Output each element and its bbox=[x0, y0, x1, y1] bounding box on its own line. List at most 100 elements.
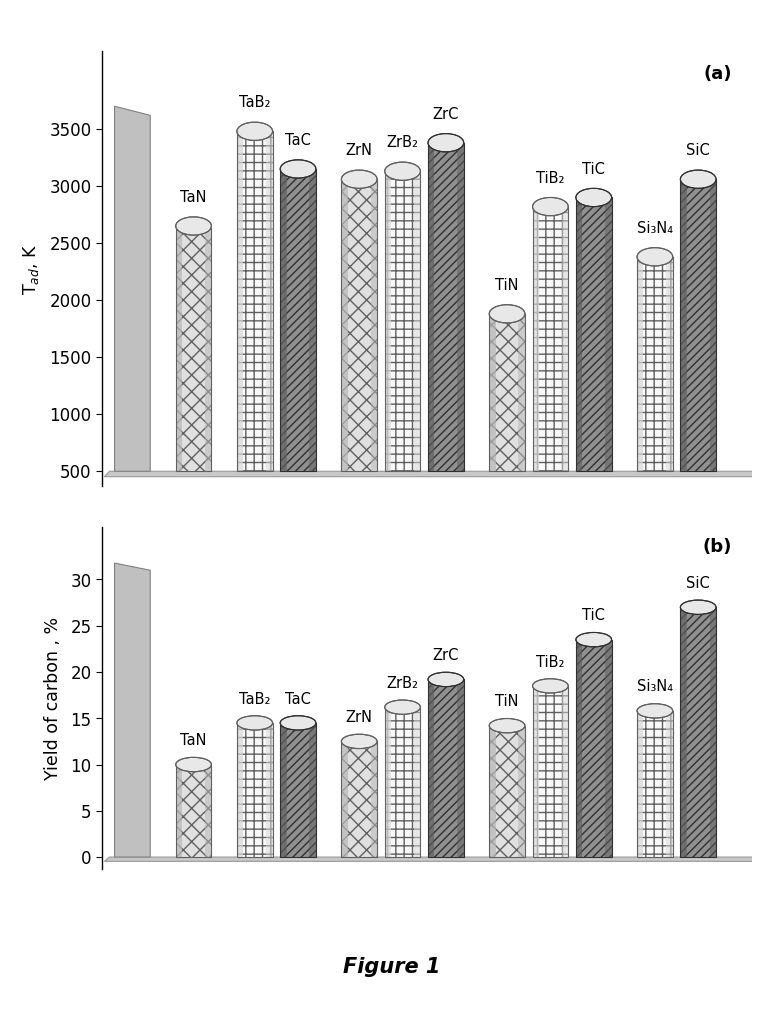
Text: ZrC: ZrC bbox=[433, 648, 459, 663]
Polygon shape bbox=[309, 170, 316, 472]
Polygon shape bbox=[309, 723, 316, 857]
Text: (b): (b) bbox=[703, 538, 732, 555]
Polygon shape bbox=[489, 726, 496, 857]
Polygon shape bbox=[280, 723, 287, 857]
Polygon shape bbox=[414, 172, 420, 472]
Polygon shape bbox=[457, 679, 464, 857]
Polygon shape bbox=[709, 180, 716, 472]
Polygon shape bbox=[637, 257, 673, 472]
Ellipse shape bbox=[175, 217, 211, 236]
Polygon shape bbox=[605, 197, 612, 472]
Polygon shape bbox=[104, 857, 776, 861]
Polygon shape bbox=[576, 640, 583, 857]
Ellipse shape bbox=[637, 248, 673, 266]
Polygon shape bbox=[384, 172, 391, 472]
Ellipse shape bbox=[637, 704, 673, 719]
Text: ZrN: ZrN bbox=[346, 710, 373, 725]
Ellipse shape bbox=[489, 305, 525, 324]
Polygon shape bbox=[532, 207, 568, 472]
Polygon shape bbox=[384, 707, 391, 857]
Text: TaB₂: TaB₂ bbox=[239, 692, 270, 706]
Polygon shape bbox=[680, 607, 687, 857]
Polygon shape bbox=[237, 131, 272, 472]
Polygon shape bbox=[341, 741, 348, 857]
Text: Figure 1: Figure 1 bbox=[343, 956, 440, 977]
Text: Si₃N₄: Si₃N₄ bbox=[637, 679, 673, 694]
Polygon shape bbox=[576, 197, 612, 472]
Polygon shape bbox=[428, 679, 464, 857]
Text: TaC: TaC bbox=[285, 692, 311, 706]
Polygon shape bbox=[666, 711, 673, 857]
Polygon shape bbox=[428, 143, 464, 472]
Polygon shape bbox=[104, 472, 776, 477]
Polygon shape bbox=[114, 107, 150, 472]
Ellipse shape bbox=[532, 678, 568, 693]
Polygon shape bbox=[457, 143, 464, 472]
Polygon shape bbox=[280, 723, 316, 857]
Polygon shape bbox=[561, 207, 568, 472]
Polygon shape bbox=[605, 640, 612, 857]
Polygon shape bbox=[489, 314, 496, 472]
Polygon shape bbox=[489, 726, 525, 857]
Ellipse shape bbox=[532, 197, 568, 216]
Polygon shape bbox=[280, 170, 287, 472]
Polygon shape bbox=[576, 640, 612, 857]
Polygon shape bbox=[341, 180, 377, 472]
Polygon shape bbox=[680, 607, 716, 857]
Text: SiC: SiC bbox=[686, 576, 710, 590]
Polygon shape bbox=[175, 226, 211, 472]
Y-axis label: Yield of carbon , %: Yield of carbon , % bbox=[44, 616, 62, 780]
Ellipse shape bbox=[341, 734, 377, 749]
Ellipse shape bbox=[237, 716, 272, 730]
Text: TiC: TiC bbox=[583, 161, 605, 177]
Polygon shape bbox=[680, 180, 716, 472]
Polygon shape bbox=[370, 741, 377, 857]
Ellipse shape bbox=[280, 716, 316, 730]
Polygon shape bbox=[237, 131, 244, 472]
Polygon shape bbox=[428, 143, 435, 472]
Text: ZrB₂: ZrB₂ bbox=[387, 135, 419, 150]
Ellipse shape bbox=[384, 162, 420, 181]
Polygon shape bbox=[175, 764, 211, 857]
Polygon shape bbox=[680, 180, 687, 472]
Polygon shape bbox=[266, 723, 272, 857]
Text: ZrC: ZrC bbox=[433, 107, 459, 122]
Text: SiC: SiC bbox=[686, 144, 710, 158]
Polygon shape bbox=[414, 707, 420, 857]
Text: TiN: TiN bbox=[496, 278, 519, 293]
Polygon shape bbox=[637, 711, 644, 857]
Ellipse shape bbox=[428, 133, 464, 152]
Polygon shape bbox=[489, 314, 525, 472]
Text: TiC: TiC bbox=[583, 608, 605, 624]
Ellipse shape bbox=[489, 719, 525, 733]
Ellipse shape bbox=[341, 171, 377, 188]
Polygon shape bbox=[532, 686, 568, 857]
Polygon shape bbox=[175, 764, 182, 857]
Ellipse shape bbox=[680, 600, 716, 614]
Polygon shape bbox=[205, 764, 211, 857]
Ellipse shape bbox=[175, 758, 211, 771]
Ellipse shape bbox=[680, 171, 716, 188]
Polygon shape bbox=[175, 226, 182, 472]
Polygon shape bbox=[561, 686, 568, 857]
Text: TiB₂: TiB₂ bbox=[536, 171, 565, 186]
Polygon shape bbox=[532, 207, 539, 472]
Polygon shape bbox=[280, 170, 316, 472]
Ellipse shape bbox=[384, 700, 420, 714]
Polygon shape bbox=[576, 197, 583, 472]
Text: TaB₂: TaB₂ bbox=[239, 95, 270, 111]
Text: ZrB₂: ZrB₂ bbox=[387, 675, 419, 691]
Polygon shape bbox=[666, 257, 673, 472]
Polygon shape bbox=[637, 711, 673, 857]
Polygon shape bbox=[370, 180, 377, 472]
Ellipse shape bbox=[576, 633, 612, 647]
Ellipse shape bbox=[576, 188, 612, 207]
Polygon shape bbox=[237, 723, 244, 857]
Polygon shape bbox=[114, 564, 150, 857]
Polygon shape bbox=[341, 741, 377, 857]
Polygon shape bbox=[384, 172, 420, 472]
Polygon shape bbox=[532, 686, 539, 857]
Ellipse shape bbox=[237, 122, 272, 141]
Polygon shape bbox=[237, 723, 272, 857]
Polygon shape bbox=[709, 607, 716, 857]
